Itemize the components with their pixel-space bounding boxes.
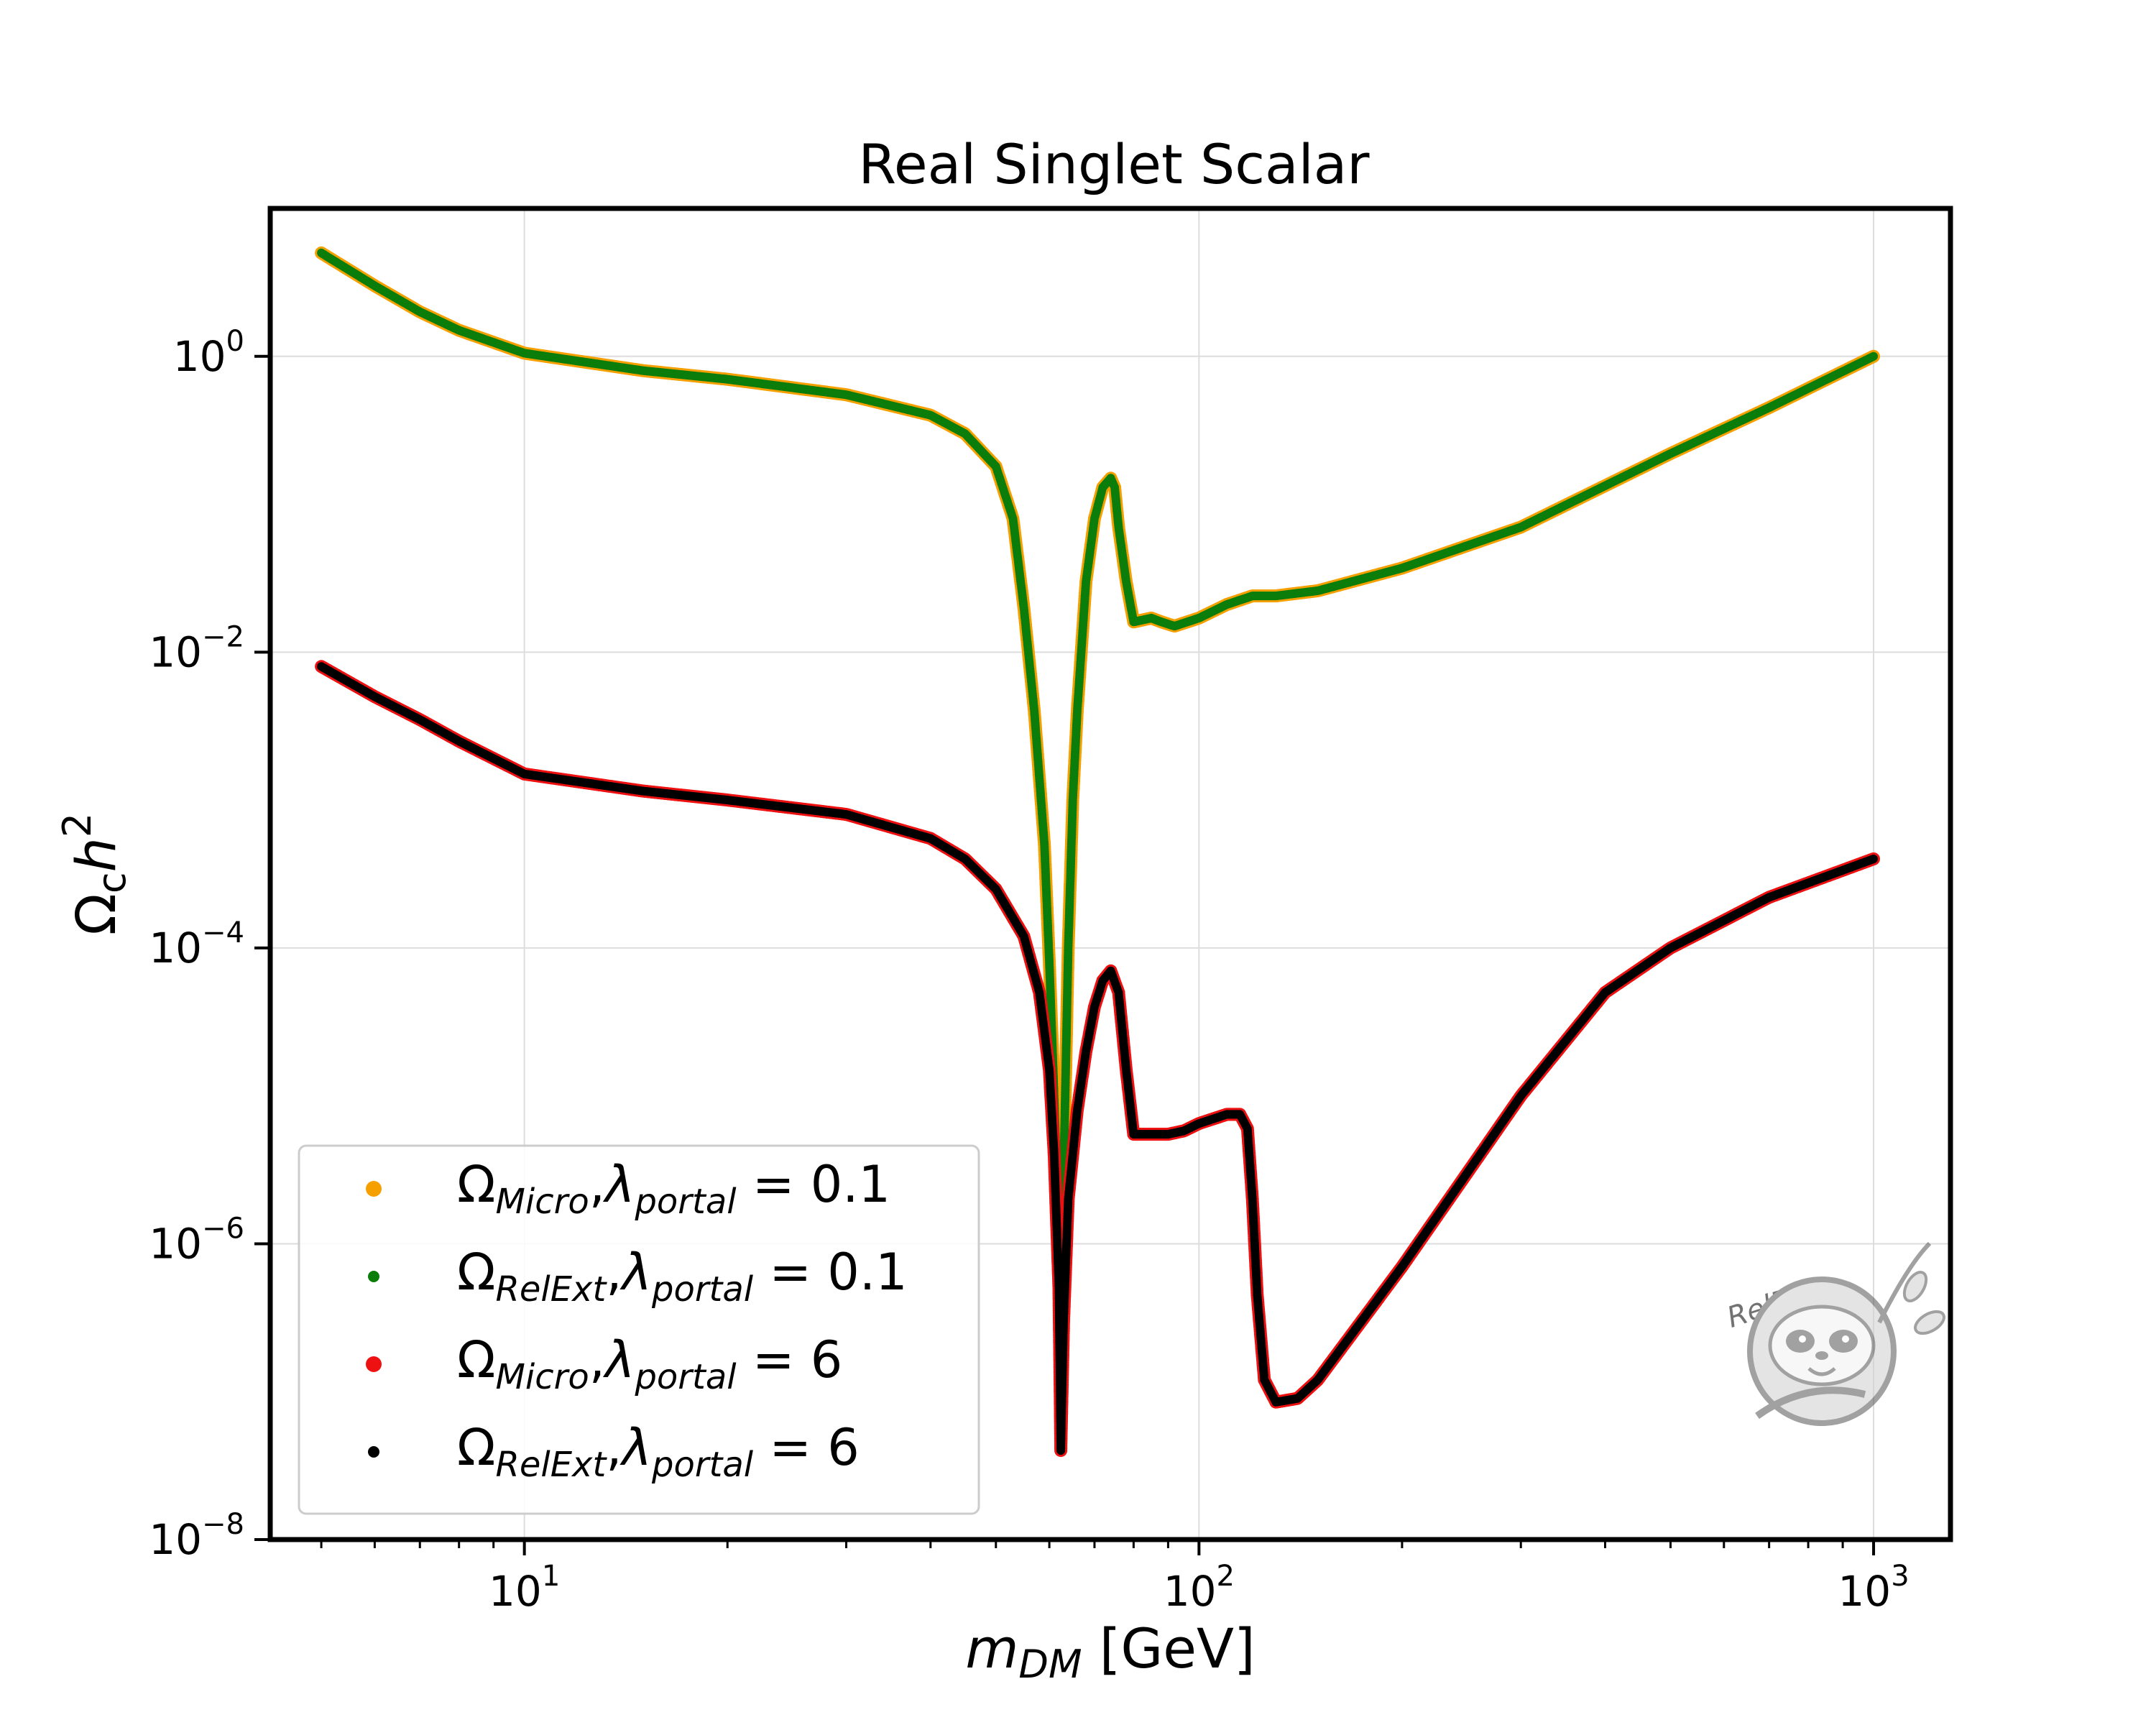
data-point [1869, 351, 1878, 361]
chart-title: Real Singlet Scalar [858, 132, 1370, 196]
data-series [315, 246, 1880, 1458]
